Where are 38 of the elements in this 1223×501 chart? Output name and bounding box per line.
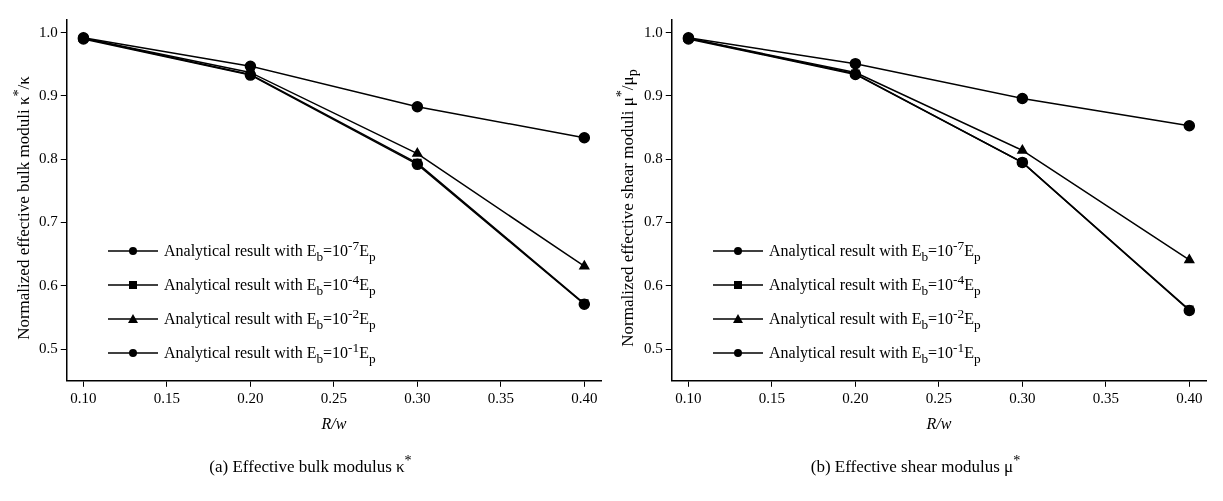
legend-label: Analytical result with E$_{b}$=10$^{-2}$E$_{p}$: [769, 304, 981, 334]
x-tick-label: 0.15: [758, 389, 786, 406]
y-tick-label: 0.7: [644, 213, 664, 230]
legend-label: Analytical result with E$_{b}$=10$^{-4}$E$_{p}$: [164, 270, 376, 300]
x-tick-label: 0.30: [404, 389, 431, 406]
legend-label: Analytical result with E$_{b}$=10$^{-7}$E$_{p}$: [164, 236, 376, 266]
x-tick-label: 0.35: [1092, 389, 1119, 406]
x-tick-label: 0.30: [1009, 389, 1036, 406]
x-tick-label: 0.40: [1176, 389, 1203, 406]
text: (a) Effective bulk modulus κ$^{*}$: [208, 452, 413, 477]
legend-label: Analytical result with E$_{b}$=10$^{-1}$E$_{p}$: [769, 338, 981, 368]
x-axis-title: R/w: [320, 414, 347, 432]
y-tick-label: 0.6: [644, 276, 664, 293]
x-tick-label: 0.20: [237, 389, 264, 406]
y-tick-label: 0.9: [644, 86, 663, 103]
y-tick-label: 0.8: [644, 150, 663, 167]
x-tick-label: 0.10: [675, 389, 702, 406]
x-tick-label: 0.25: [925, 389, 952, 406]
x-tick-label: 0.20: [842, 389, 869, 406]
x-tick-label: 0.35: [487, 389, 514, 406]
x-tick-label: 0.25: [320, 389, 347, 406]
x-tick-label: 0.40: [571, 389, 598, 406]
y-tick-label: 1.0: [644, 23, 663, 40]
legend-label: Analytical result with E$_{b}$=10$^{-1}$E$_{p}$: [164, 338, 376, 368]
y-tick-label: 0.7: [39, 213, 59, 230]
x-tick-label: 0.15: [153, 389, 181, 406]
legend-label: Analytical result with E$_{b}$=10$^{-4}$E$_{p}$: [769, 270, 981, 300]
legend-label: Analytical result with E$_{b}$=10$^{-7}$E$_{p}$: [769, 236, 981, 266]
x-axis-title: R/w: [925, 414, 952, 432]
legend-label: Analytical result with E$_{b}$=10$^{-2}$E$_{p}$: [164, 304, 376, 334]
text: (b) Effective shear modulus μ$^{*}$: [809, 452, 1022, 477]
y-tick-label: 1.0: [39, 23, 58, 40]
x-tick-label: 0.10: [70, 389, 97, 406]
y-tick-label: 0.9: [39, 86, 58, 103]
y-tick-label: 0.5: [39, 340, 58, 357]
y-tick-label: 0.8: [39, 150, 58, 167]
y-tick-label: 0.6: [39, 276, 59, 293]
y-tick-label: 0.5: [644, 340, 663, 357]
